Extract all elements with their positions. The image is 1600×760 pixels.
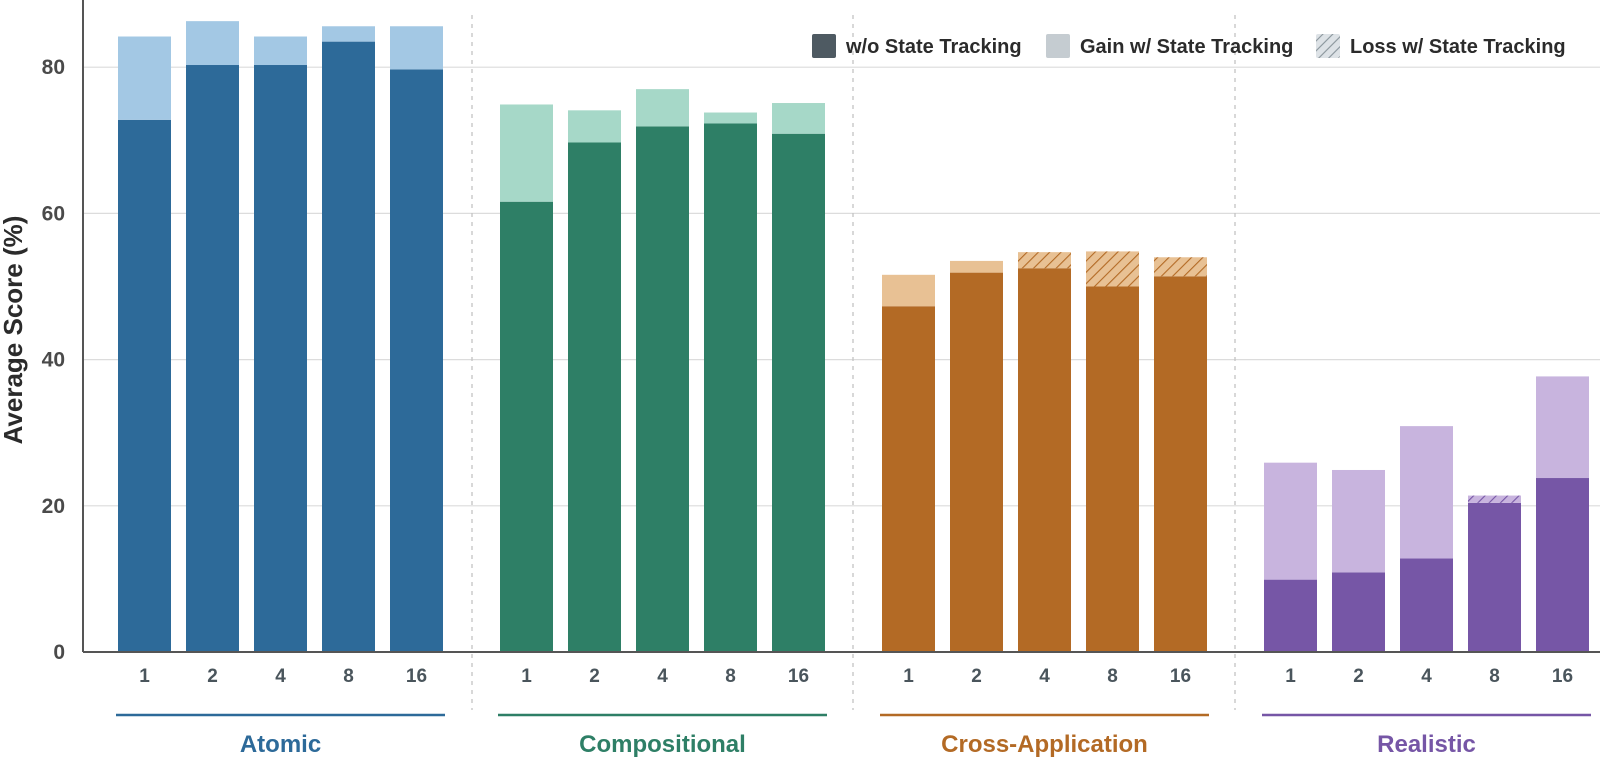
loss-segment-cross-application-4 [1018,252,1071,269]
gain-segment-atomic-2 [186,21,239,66]
group-label-atomic: Atomic [240,731,321,758]
legend-swatch-loss [1316,34,1340,58]
x-tick-label: 1 [139,666,150,687]
x-tick-label: 2 [971,666,982,687]
bar-atomic-1 [118,119,171,652]
x-tick-label: 16 [1170,666,1191,687]
bar-cross-application-8 [1086,286,1139,652]
x-tick-label: 2 [207,666,218,687]
gain-segment-realistic-2 [1332,469,1385,573]
x-tick-label: 1 [903,666,914,687]
group-labels: Atomic Compositional Cross-Application Real… [116,713,1591,758]
y-tick-label: 0 [53,641,65,664]
y-tick-label: 20 [42,495,65,518]
gain-segment-realistic-16 [1536,376,1589,479]
grid-lines [83,66,1600,507]
y-axis-title: Average Score (%) [0,216,28,445]
legend-swatch-without-state-tracking [812,34,836,58]
bar-atomic-4 [254,65,307,652]
bar-cross-application-16 [1154,276,1207,652]
bar-cross-application-1 [882,306,935,652]
bar-atomic-2 [186,65,239,652]
legend: w/o State Tracking Gain w/ State Trackin… [812,34,1566,58]
x-tick-label: 8 [1489,666,1500,687]
gain-segment-realistic-4 [1400,426,1453,559]
bar-cross-application-4 [1018,268,1071,652]
gain-segment-compositional-8 [704,112,757,124]
y-tick-label: 60 [42,202,65,225]
x-tick-labels: 1 2 4 8 16 1 2 4 8 16 1 2 4 8 16 1 2 4 8 16 [139,666,1573,687]
gain-segment-cross-application-2 [950,260,1003,273]
group-label-cross-application: Cross-Application [941,731,1148,758]
gain-segment-atomic-16 [390,26,443,70]
bar-realistic-4 [1400,558,1453,652]
y-tick-label: 80 [42,56,65,79]
legend-label-gain: Gain w/ State Tracking [1080,36,1293,58]
x-tick-label: 2 [589,666,600,687]
bars [118,21,1589,653]
x-tick-label: 8 [343,666,354,687]
gain-segment-realistic-1 [1264,462,1317,580]
legend-label-loss: Loss w/ State Tracking [1350,36,1566,58]
bar-compositional-2 [568,142,621,653]
group-separators [471,15,1236,710]
x-tick-label: 16 [406,666,427,687]
loss-segment-realistic-8 [1468,495,1521,503]
x-tick-label: 4 [657,666,668,687]
loss-segment-cross-application-16 [1154,257,1207,277]
group-label-compositional: Compositional [579,731,746,758]
gain-segment-compositional-2 [568,110,621,143]
x-tick-label: 8 [1107,666,1118,687]
group-label-realistic: Realistic [1377,731,1476,758]
gain-segment-atomic-8 [322,26,375,42]
bar-realistic-1 [1264,579,1317,652]
y-tick-label: 40 [42,349,65,372]
bar-atomic-8 [322,41,375,653]
x-tick-label: 1 [1285,666,1296,687]
gain-segment-cross-application-1 [882,274,935,307]
legend-swatch-gain [1046,34,1070,58]
gain-segment-atomic-1 [118,36,171,120]
x-tick-label: 16 [1552,666,1573,687]
bar-compositional-4 [636,126,689,652]
x-tick-label: 2 [1353,666,1364,687]
bar-atomic-16 [390,69,443,652]
bar-compositional-8 [704,123,757,652]
gain-segment-compositional-16 [772,103,825,134]
x-tick-label: 4 [1421,666,1432,687]
gain-segment-atomic-4 [254,36,307,66]
legend-label-without-state-tracking: w/o State Tracking [845,36,1022,58]
y-tick-labels: 0 20 40 60 80 [42,56,65,664]
bar-realistic-16 [1536,478,1589,652]
bar-realistic-2 [1332,572,1385,652]
x-tick-label: 16 [788,666,809,687]
gain-segment-compositional-1 [500,104,553,202]
bar-compositional-16 [772,133,825,652]
bar-cross-application-2 [950,272,1003,652]
x-tick-label: 4 [1039,666,1050,687]
bar-realistic-8 [1468,502,1521,652]
gain-segment-compositional-4 [636,89,689,127]
x-tick-label: 1 [521,666,532,687]
loss-segment-cross-application-8 [1086,251,1139,287]
x-tick-label: 8 [725,666,736,687]
bar-compositional-1 [500,201,553,653]
x-tick-label: 4 [275,666,286,687]
